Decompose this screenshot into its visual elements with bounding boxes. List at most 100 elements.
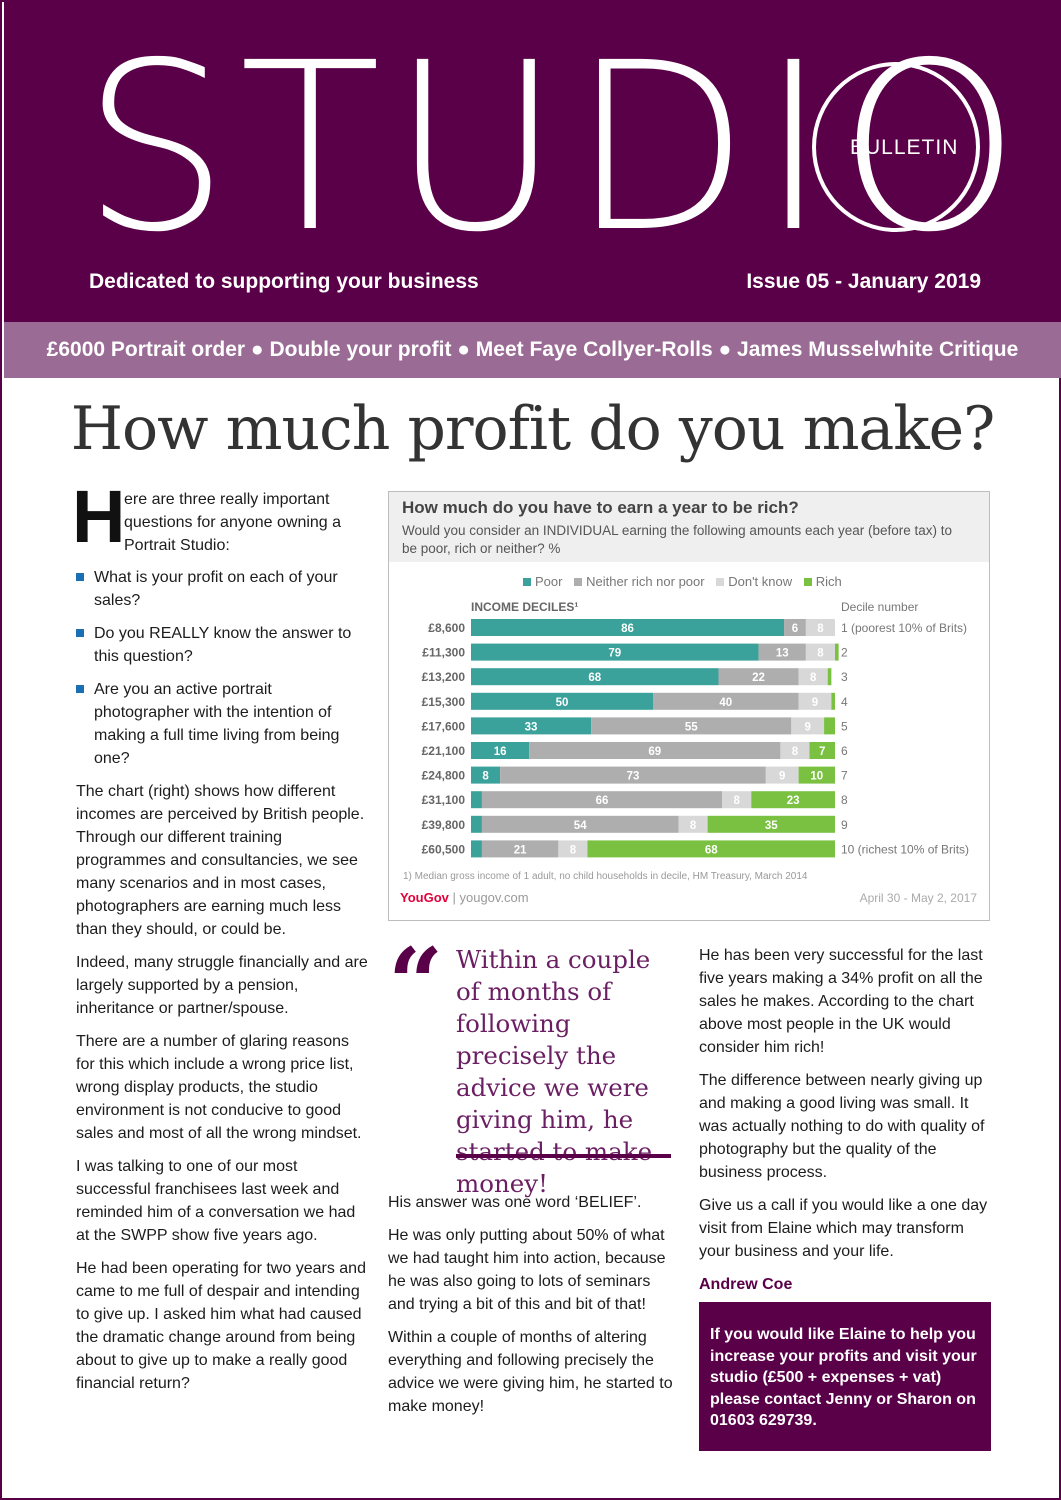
data-label: 23 [787, 795, 800, 807]
chart-subtitle: Would you consider an INDIVIDUAL earning… [402, 523, 953, 556]
data-label: 86 [621, 623, 634, 635]
body-paragraph: Give us a call if you would like a one d… [699, 1197, 988, 1260]
bar-segment [500, 766, 766, 784]
data-label: 21 [514, 844, 527, 856]
legend-swatch [803, 578, 812, 586]
bar-segment [780, 742, 810, 759]
bar-segment [471, 643, 759, 661]
data-label: 8 [570, 844, 577, 856]
data-label: 35 [765, 820, 778, 832]
legend-label: Rich [815, 574, 842, 589]
bar-segment [758, 643, 806, 661]
decile-label: 3 [841, 670, 848, 684]
data-label: 16 [494, 746, 507, 758]
chart-header: How much do you have to earn a year to b… [389, 492, 989, 562]
category-label: £17,600 [422, 719, 466, 733]
pull-quote: Within a couple of months of following p… [456, 945, 653, 1198]
bar-segment [587, 840, 835, 858]
data-label: 8 [734, 795, 741, 807]
data-label: 9 [812, 697, 818, 709]
category-label: £11,300 [422, 646, 465, 660]
decile-label: 7 [841, 769, 848, 783]
contact-callout: If you would like Elaine to help you inc… [699, 1302, 991, 1451]
data-label: 66 [596, 795, 609, 807]
intro-paragraph: H ere are three really important questio… [72, 480, 368, 557]
intro-text: ere are three really important questions… [124, 491, 342, 554]
data-label: 22 [752, 672, 765, 684]
bar-segment [824, 717, 835, 735]
bar-segment [529, 742, 781, 759]
bar-segment [835, 643, 839, 661]
data-label: 50 [556, 697, 569, 709]
data-label: 8 [690, 820, 697, 832]
decile-label: 1 (poorest 10% of Brits) [841, 621, 967, 635]
bar-segment [481, 815, 679, 833]
bulletin-label: BULLETIN [850, 136, 959, 159]
bar-segment [791, 717, 825, 735]
body-paragraph: The difference between nearly giving up … [699, 1072, 985, 1181]
bar-segment [798, 692, 832, 710]
legend-label: Neither rich nor poor [586, 574, 705, 589]
data-label: 13 [776, 648, 789, 660]
data-label: 8 [810, 672, 817, 684]
y-axis-header: INCOME DECILES¹ [471, 600, 579, 614]
bar-segment [798, 766, 835, 784]
body-paragraph: I was talking to one of our most success… [76, 1158, 356, 1244]
yougov-logo: YouGov [400, 890, 449, 905]
decile-label: 8 [841, 793, 848, 807]
category-label: £8,600 [428, 621, 465, 635]
data-label: 69 [648, 746, 661, 758]
bar-segment [722, 791, 752, 809]
body-paragraph: He has been very successful for the last… [699, 947, 983, 1056]
category-label: £39,800 [422, 818, 466, 832]
data-label: 6 [792, 623, 798, 635]
category-label: £21,100 [422, 744, 466, 758]
middle-column: His answer was one word ‘BELIEF’. He was… [388, 1191, 678, 1428]
category-label: £60,500 [422, 842, 466, 856]
chart-legend: Poor Neither rich nor poor Don't know Ri… [523, 574, 850, 589]
income-chart: How much do you have to earn a year to b… [388, 491, 990, 921]
chart-title: How much do you have to earn a year to b… [402, 498, 799, 517]
body-paragraph: Indeed, many struggle financially and ar… [76, 954, 368, 1017]
data-label: 8 [482, 771, 489, 783]
list-item: Are you an active portrait photographer … [76, 678, 368, 770]
data-label: 55 [685, 721, 698, 733]
data-label: 68 [588, 672, 601, 684]
bar-segment [471, 619, 785, 636]
data-label: 79 [608, 648, 621, 660]
legend-item: Rich [803, 574, 842, 589]
category-label: £15,300 [422, 695, 466, 709]
data-label: 7 [819, 746, 825, 758]
data-label: 68 [705, 844, 718, 856]
bar-segment [805, 619, 835, 636]
bar-segment [471, 668, 719, 686]
bar-segment [805, 643, 835, 661]
category-label: £24,800 [422, 769, 466, 783]
chart-plot: £8,600 86 6 8 1 (poorest 10% of Brits)£11,30… [422, 619, 969, 858]
data-label: 8 [817, 623, 824, 635]
decile-label: 2 [841, 646, 848, 660]
bar-segment [765, 766, 799, 784]
legend-item: Neither rich nor poor [574, 574, 705, 589]
bar-segment [471, 766, 501, 784]
bar-segment [707, 815, 835, 833]
bar-segment [718, 668, 799, 686]
decile-label: 10 (richest 10% of Brits) [841, 842, 969, 856]
bar-segment [784, 619, 806, 636]
legend-item: Poor [523, 574, 562, 589]
legend-label: Poor [535, 574, 563, 589]
contents-banner: £6000 Portrait order ● Double your profi… [4, 322, 1061, 378]
list-item: What is your profit on each of your sale… [76, 566, 368, 612]
question-list: What is your profit on each of your sale… [76, 566, 368, 770]
bar-segment [471, 717, 592, 735]
bar-segment [558, 840, 588, 858]
survey-date: April 30 - May 2, 2017 [859, 891, 977, 905]
bar-segment [471, 840, 482, 858]
decile-label: 5 [841, 719, 848, 733]
category-label: £13,200 [422, 670, 466, 684]
drop-cap: H [72, 475, 126, 558]
bar-segment [831, 692, 835, 710]
decile-label: 9 [841, 818, 848, 832]
decile-header: Decile number [841, 600, 919, 614]
data-label: 54 [574, 820, 587, 832]
